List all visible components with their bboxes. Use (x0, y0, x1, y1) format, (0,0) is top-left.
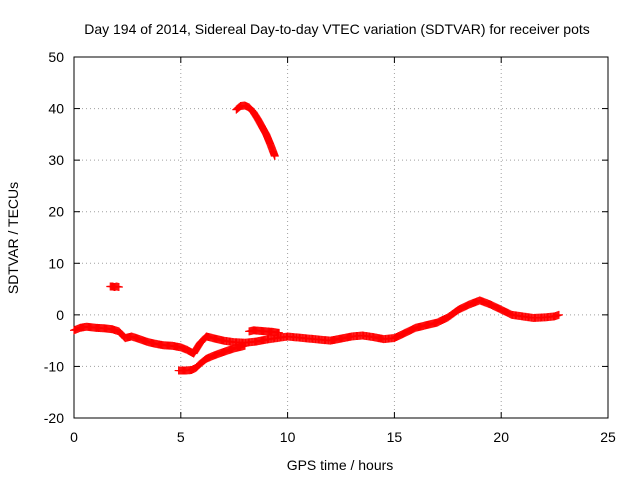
data-point (554, 310, 563, 319)
series-upper-arc (232, 101, 279, 161)
y-tick-label: -20 (44, 410, 64, 426)
series-lower-branch (174, 341, 249, 375)
x-axis-label: GPS time / hours (287, 457, 394, 473)
y-tick-label: 0 (56, 307, 64, 323)
y-tick-label: 40 (48, 101, 64, 117)
y-tick-label: 50 (48, 49, 64, 65)
series-main (70, 296, 563, 358)
y-tick-label: 30 (48, 152, 64, 168)
y-tick-label: 10 (48, 255, 64, 271)
x-tick-label: 20 (493, 429, 509, 445)
data-point (270, 152, 279, 161)
x-tick-label: 10 (280, 429, 296, 445)
grid (74, 57, 608, 418)
chart-title: Day 194 of 2014, Sidereal Day-to-day VTE… (84, 21, 590, 37)
series-secondary (245, 326, 284, 337)
x-tick-label: 0 (70, 429, 78, 445)
x-tick-label: 15 (387, 429, 403, 445)
x-tick-label: 25 (600, 429, 616, 445)
data-point (114, 283, 123, 292)
x-axis: 0 5 10 15 20 25 (70, 57, 616, 445)
data-point (240, 341, 249, 350)
y-tick-label: -10 (44, 358, 64, 374)
y-axis-label: SDTVAR / TECUs (5, 182, 21, 294)
plot-frame (73, 56, 609, 419)
y-tick-label: 20 (48, 204, 64, 220)
y-axis: -20 -10 0 10 20 30 40 50 (44, 49, 608, 426)
data-points (70, 101, 563, 375)
series-isolated (106, 282, 123, 292)
x-tick-label: 5 (177, 429, 185, 445)
data-point (275, 328, 284, 337)
